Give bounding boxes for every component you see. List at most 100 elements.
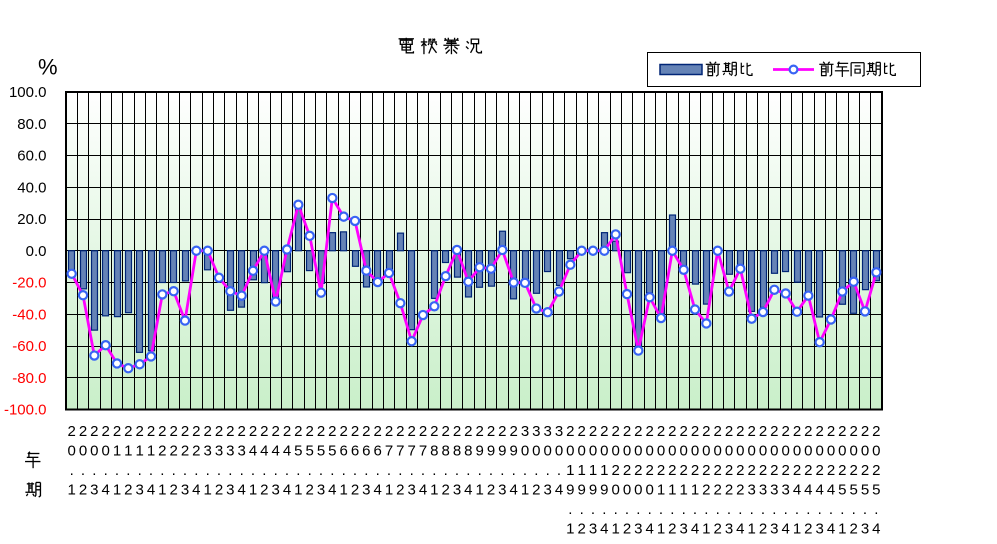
svg-text:2: 2 bbox=[396, 481, 404, 498]
svg-text:1: 1 bbox=[577, 462, 585, 479]
svg-text:2: 2 bbox=[861, 423, 869, 440]
svg-text:.: . bbox=[444, 462, 448, 479]
svg-text:2: 2 bbox=[691, 462, 699, 479]
svg-text:5: 5 bbox=[328, 442, 336, 459]
svg-text:1: 1 bbox=[589, 462, 597, 479]
svg-text:2: 2 bbox=[668, 423, 676, 440]
svg-text:.: . bbox=[387, 462, 391, 479]
svg-text:0: 0 bbox=[577, 442, 585, 459]
svg-text:0: 0 bbox=[79, 442, 87, 459]
svg-text:2: 2 bbox=[362, 423, 370, 440]
svg-text:0: 0 bbox=[634, 481, 642, 498]
svg-text:3: 3 bbox=[135, 481, 143, 498]
svg-text:2: 2 bbox=[464, 423, 472, 440]
svg-text:0: 0 bbox=[532, 442, 540, 459]
svg-text:1: 1 bbox=[203, 481, 211, 498]
svg-text:.: . bbox=[523, 462, 527, 479]
svg-text:.: . bbox=[149, 462, 153, 479]
svg-text:0: 0 bbox=[793, 442, 801, 459]
svg-text:2: 2 bbox=[838, 462, 846, 479]
svg-text:3: 3 bbox=[226, 481, 234, 498]
svg-text:.: . bbox=[376, 462, 380, 479]
svg-text:2: 2 bbox=[283, 423, 291, 440]
svg-text:2: 2 bbox=[260, 423, 268, 440]
svg-text:.: . bbox=[217, 462, 221, 479]
svg-text:.: . bbox=[70, 462, 74, 479]
svg-text:2: 2 bbox=[623, 462, 631, 479]
svg-text:.: . bbox=[194, 462, 198, 479]
svg-text:7: 7 bbox=[419, 442, 427, 459]
svg-text:2: 2 bbox=[124, 423, 132, 440]
svg-text:2: 2 bbox=[113, 423, 121, 440]
svg-text:4: 4 bbox=[645, 520, 653, 537]
svg-text:2: 2 bbox=[691, 423, 699, 440]
svg-text:9: 9 bbox=[475, 442, 483, 459]
svg-text:.: . bbox=[489, 462, 493, 479]
svg-text:7: 7 bbox=[385, 442, 393, 459]
svg-text:3: 3 bbox=[759, 481, 767, 498]
svg-text:0: 0 bbox=[872, 442, 880, 459]
svg-text:2: 2 bbox=[181, 442, 189, 459]
svg-text:0: 0 bbox=[668, 442, 676, 459]
svg-text:.: . bbox=[670, 501, 674, 518]
svg-text:3: 3 bbox=[770, 481, 778, 498]
svg-text:2: 2 bbox=[679, 423, 687, 440]
svg-text:1: 1 bbox=[611, 520, 619, 537]
svg-text:4: 4 bbox=[328, 481, 336, 498]
svg-text:2: 2 bbox=[237, 423, 245, 440]
svg-text:1: 1 bbox=[385, 481, 393, 498]
svg-text:.: . bbox=[500, 462, 504, 479]
svg-text:1: 1 bbox=[135, 442, 143, 459]
svg-text:1: 1 bbox=[838, 520, 846, 537]
svg-text:0: 0 bbox=[713, 442, 721, 459]
svg-text:3: 3 bbox=[725, 520, 733, 537]
svg-text:.: . bbox=[126, 462, 130, 479]
svg-text:1: 1 bbox=[67, 481, 75, 498]
svg-text:2: 2 bbox=[101, 423, 109, 440]
svg-text:0: 0 bbox=[759, 442, 767, 459]
svg-text:2: 2 bbox=[475, 423, 483, 440]
svg-text:2: 2 bbox=[577, 520, 585, 537]
svg-text:1: 1 bbox=[657, 520, 665, 537]
svg-text:100.0: 100.0 bbox=[9, 84, 47, 101]
svg-text:2: 2 bbox=[849, 520, 857, 537]
svg-text:2: 2 bbox=[135, 423, 143, 440]
svg-text:.: . bbox=[138, 462, 142, 479]
svg-text:0: 0 bbox=[657, 442, 665, 459]
svg-text:3: 3 bbox=[215, 442, 223, 459]
svg-text:.: . bbox=[704, 501, 708, 518]
svg-text:.: . bbox=[852, 501, 856, 518]
svg-text:-60.0: -60.0 bbox=[12, 338, 46, 355]
svg-text:.: . bbox=[342, 462, 346, 479]
svg-text:2: 2 bbox=[736, 423, 744, 440]
svg-text:.: . bbox=[784, 501, 788, 518]
svg-text:2: 2 bbox=[328, 423, 336, 440]
svg-text:2: 2 bbox=[203, 423, 211, 440]
svg-text:.: . bbox=[761, 501, 765, 518]
svg-text:.: . bbox=[840, 501, 844, 518]
svg-text:4: 4 bbox=[736, 520, 744, 537]
svg-text:2: 2 bbox=[90, 423, 98, 440]
svg-text:.: . bbox=[160, 462, 164, 479]
svg-text:0.0: 0.0 bbox=[26, 243, 47, 260]
svg-text:2: 2 bbox=[430, 423, 438, 440]
svg-text:3: 3 bbox=[271, 481, 279, 498]
svg-text:2: 2 bbox=[215, 481, 223, 498]
svg-text:2: 2 bbox=[827, 462, 835, 479]
svg-text:4: 4 bbox=[872, 520, 880, 537]
svg-text:2: 2 bbox=[419, 423, 427, 440]
svg-text:2: 2 bbox=[747, 462, 755, 479]
svg-text:.: . bbox=[432, 462, 436, 479]
svg-text:1: 1 bbox=[249, 481, 257, 498]
svg-text:2: 2 bbox=[759, 462, 767, 479]
svg-text:3: 3 bbox=[226, 442, 234, 459]
svg-text:.: . bbox=[546, 462, 550, 479]
svg-text:0: 0 bbox=[838, 442, 846, 459]
svg-text:1: 1 bbox=[113, 442, 121, 459]
svg-text:4: 4 bbox=[827, 481, 835, 498]
svg-text:2: 2 bbox=[498, 423, 506, 440]
svg-text:2: 2 bbox=[566, 423, 574, 440]
svg-text:8: 8 bbox=[464, 442, 472, 459]
svg-text:4: 4 bbox=[147, 481, 155, 498]
svg-text:.: . bbox=[534, 462, 538, 479]
